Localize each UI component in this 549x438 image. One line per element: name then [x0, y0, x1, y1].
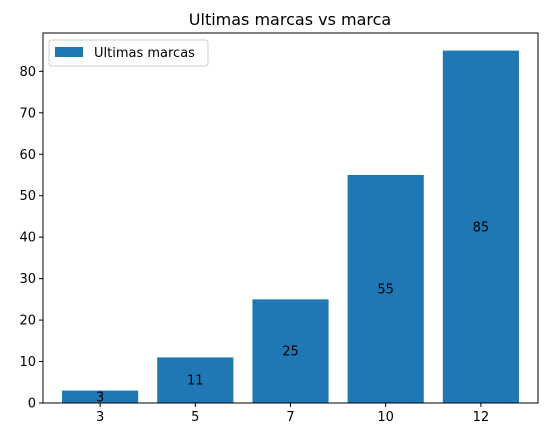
data-label-12: 85 — [473, 220, 490, 235]
data-label-5: 11 — [187, 374, 204, 389]
y-tick-label: 40 — [19, 231, 36, 246]
y-tick-label: 80 — [19, 65, 36, 80]
legend: Ultimas marcas — [48, 39, 209, 67]
bars-group — [62, 50, 519, 404]
y-tick-label: 10 — [19, 355, 36, 370]
x-tick-label: 10 — [377, 410, 394, 425]
bar-10 — [347, 174, 424, 403]
legend-box — [48, 39, 209, 67]
y-tick-label: 50 — [19, 189, 36, 204]
x-tick-label: 12 — [473, 410, 490, 425]
chart-title: Ultimas marcas vs marca — [189, 10, 391, 29]
bar-3 — [62, 390, 139, 403]
y-tick-label: 20 — [19, 314, 36, 329]
bar-12 — [442, 50, 519, 404]
plot-frame — [42, 32, 539, 404]
x-tick-label: 7 — [286, 410, 294, 425]
data-label-10: 55 — [377, 282, 394, 297]
x-tick-label: 3 — [96, 410, 104, 425]
y-tick-label: 0 — [28, 397, 36, 412]
data-labels-group: 3 11 25 55 85 — [96, 220, 489, 405]
y-tick-label: 70 — [19, 106, 36, 121]
bar-5 — [157, 357, 234, 403]
data-label-7: 25 — [282, 345, 299, 360]
y-axis: 0 10 20 30 40 50 60 70 80 — [19, 65, 43, 412]
y-tick-label: 60 — [19, 148, 36, 163]
x-tick-label: 5 — [191, 410, 199, 425]
y-tick-label: 30 — [19, 272, 36, 287]
data-label-3: 3 — [96, 390, 104, 405]
bar-7 — [252, 299, 329, 403]
x-axis: 3 5 7 10 12 — [96, 403, 489, 425]
legend-label: Ultimas marcas — [94, 46, 195, 61]
legend-swatch — [55, 47, 83, 57]
